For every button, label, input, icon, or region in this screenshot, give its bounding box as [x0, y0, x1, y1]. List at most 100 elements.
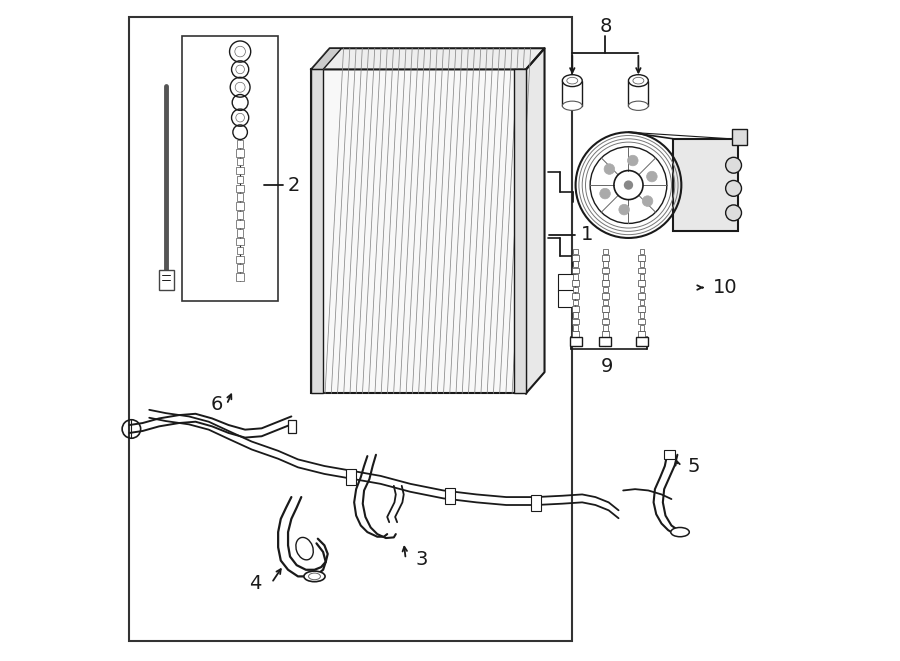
Bar — [346, 469, 356, 485]
Text: 1: 1 — [580, 225, 593, 244]
Bar — [603, 261, 608, 267]
Bar — [603, 274, 608, 280]
Ellipse shape — [309, 573, 320, 580]
Bar — [570, 337, 581, 346]
Bar — [640, 325, 644, 330]
Ellipse shape — [562, 75, 582, 87]
Text: 4: 4 — [249, 574, 262, 592]
Ellipse shape — [628, 75, 648, 87]
Bar — [635, 337, 648, 346]
Bar — [572, 306, 580, 311]
Text: 7: 7 — [723, 169, 734, 188]
Text: 10: 10 — [713, 278, 738, 297]
Bar — [311, 69, 323, 393]
Bar — [640, 312, 644, 318]
Text: 2: 2 — [288, 176, 301, 194]
Bar — [159, 270, 174, 290]
Bar — [638, 268, 645, 274]
Bar — [288, 420, 296, 433]
Bar — [238, 194, 243, 201]
Bar — [558, 290, 575, 307]
Bar — [558, 274, 575, 291]
Circle shape — [725, 180, 742, 196]
Bar — [238, 264, 243, 272]
Bar — [640, 287, 644, 292]
Text: 9: 9 — [601, 358, 614, 376]
Bar — [638, 331, 645, 337]
Bar — [572, 293, 580, 299]
Bar — [640, 299, 644, 305]
Bar — [602, 255, 609, 260]
Bar — [236, 274, 245, 281]
Bar — [638, 293, 645, 299]
Bar — [602, 268, 609, 274]
Bar — [572, 255, 580, 260]
Bar — [238, 158, 243, 165]
Text: 5: 5 — [688, 457, 700, 475]
Bar — [236, 220, 245, 227]
Bar — [238, 229, 243, 237]
Bar — [603, 287, 608, 292]
Bar — [640, 261, 644, 267]
Bar — [602, 319, 609, 325]
Bar — [531, 495, 541, 511]
Bar — [236, 167, 245, 175]
Circle shape — [599, 188, 610, 199]
Ellipse shape — [304, 571, 325, 582]
Bar — [573, 249, 578, 254]
Bar — [562, 81, 582, 106]
Bar — [573, 261, 578, 267]
Bar — [572, 331, 580, 337]
Bar — [673, 139, 737, 231]
Bar — [638, 319, 645, 325]
Bar — [238, 247, 243, 254]
Circle shape — [725, 157, 742, 173]
Bar — [573, 299, 578, 305]
Ellipse shape — [628, 101, 648, 110]
Circle shape — [643, 196, 652, 206]
Bar — [733, 129, 747, 145]
Bar — [573, 312, 578, 318]
Text: 8: 8 — [599, 17, 611, 36]
Bar — [638, 280, 645, 286]
Bar — [573, 325, 578, 330]
Bar — [238, 212, 243, 219]
Bar — [603, 249, 608, 254]
Ellipse shape — [562, 101, 582, 110]
Text: 6: 6 — [211, 395, 223, 414]
Bar — [236, 238, 245, 245]
Bar — [236, 149, 245, 157]
Bar — [602, 280, 609, 286]
Bar — [311, 69, 526, 393]
Text: 3: 3 — [416, 550, 428, 568]
Bar — [628, 81, 648, 106]
Ellipse shape — [633, 77, 643, 84]
Bar — [603, 299, 608, 305]
Polygon shape — [311, 48, 342, 69]
Bar — [599, 337, 611, 346]
Circle shape — [604, 164, 615, 175]
Bar — [238, 140, 243, 147]
Bar — [638, 255, 645, 260]
Circle shape — [619, 204, 629, 215]
Bar — [663, 450, 675, 459]
Bar — [572, 319, 580, 325]
Circle shape — [625, 181, 633, 189]
Ellipse shape — [670, 527, 689, 537]
Bar — [236, 256, 245, 263]
Bar — [603, 312, 608, 318]
Bar — [514, 69, 526, 393]
Bar — [572, 268, 580, 274]
Circle shape — [725, 205, 742, 221]
Circle shape — [627, 155, 638, 166]
Ellipse shape — [567, 77, 578, 84]
Bar — [572, 280, 580, 286]
Bar — [602, 331, 609, 337]
Bar — [640, 274, 644, 280]
Bar — [602, 306, 609, 311]
Polygon shape — [526, 48, 544, 393]
Bar — [238, 176, 243, 183]
Bar — [602, 293, 609, 299]
Bar — [640, 249, 644, 254]
Bar — [603, 325, 608, 330]
